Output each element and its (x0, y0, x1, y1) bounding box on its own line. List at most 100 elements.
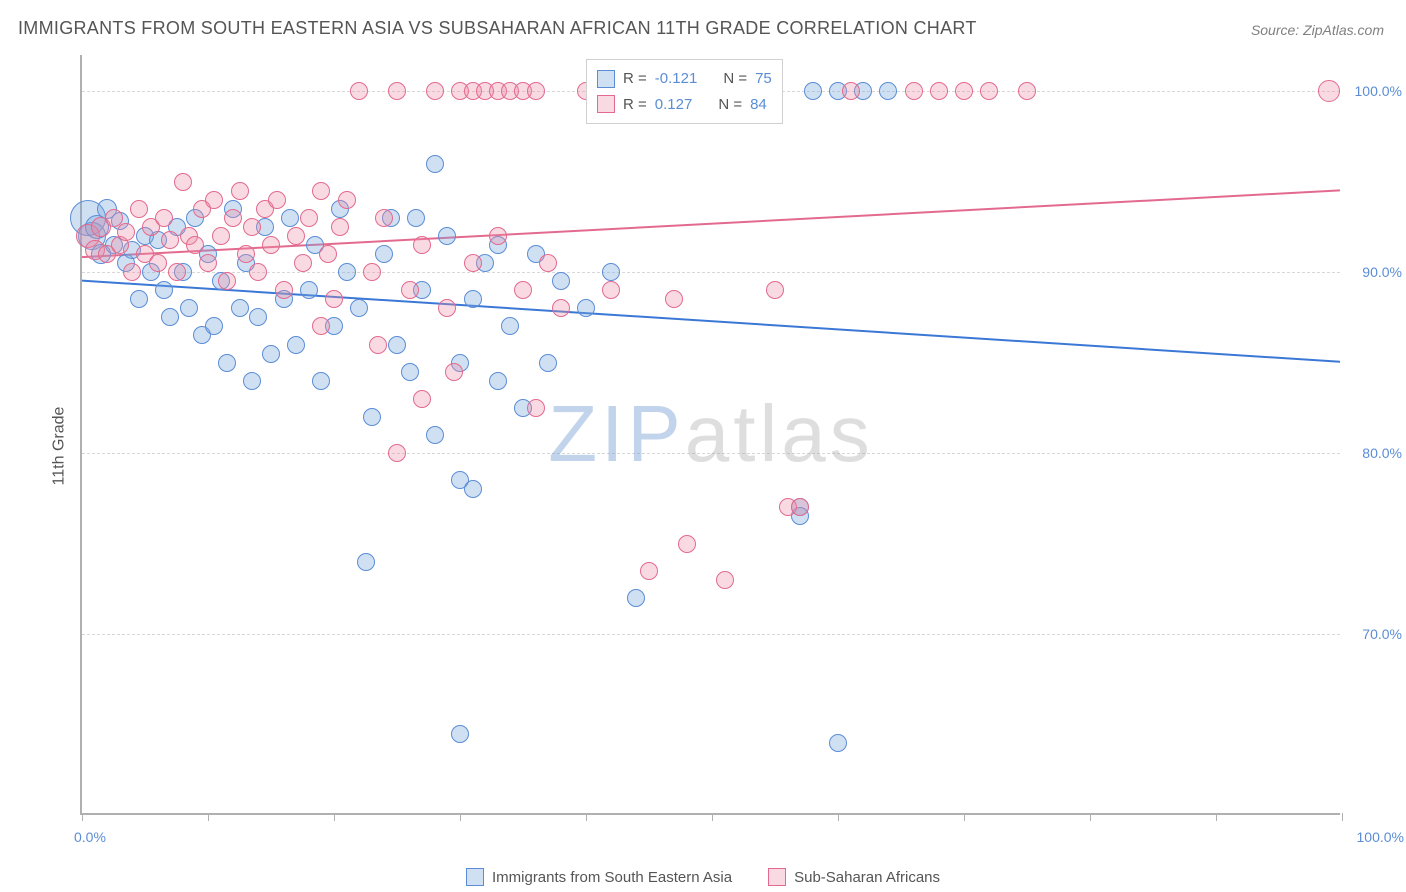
scatter-point-subsaharan (186, 236, 204, 254)
x-tick (460, 813, 461, 821)
n-value: 84 (750, 92, 767, 118)
n-value: 75 (755, 66, 772, 92)
scatter-point-se_asia (464, 290, 482, 308)
y-tick-label: 100.0% (1355, 83, 1402, 99)
scatter-point-se_asia (464, 480, 482, 498)
watermark-atlas: atlas (685, 389, 874, 478)
scatter-point-subsaharan (514, 281, 532, 299)
scatter-point-subsaharan (161, 231, 179, 249)
x-tick (586, 813, 587, 821)
scatter-point-se_asia (451, 725, 469, 743)
source-label: Source: ZipAtlas.com (1251, 22, 1384, 38)
x-tick (1216, 813, 1217, 821)
scatter-point-subsaharan (212, 227, 230, 245)
scatter-point-subsaharan (350, 82, 368, 100)
scatter-point-subsaharan (980, 82, 998, 100)
scatter-point-subsaharan (640, 562, 658, 580)
scatter-point-subsaharan (312, 317, 330, 335)
scatter-point-subsaharan (218, 272, 236, 290)
scatter-point-se_asia (281, 209, 299, 227)
scatter-point-se_asia (879, 82, 897, 100)
scatter-plot-area: ZIPatlas R =-0.121N =75R =0.127N =84 70.… (80, 55, 1340, 815)
scatter-point-subsaharan (464, 254, 482, 272)
scatter-point-subsaharan (678, 535, 696, 553)
scatter-point-subsaharan (489, 227, 507, 245)
scatter-point-se_asia (627, 589, 645, 607)
scatter-point-subsaharan (168, 263, 186, 281)
scatter-point-se_asia (243, 372, 261, 390)
scatter-point-subsaharan (438, 299, 456, 317)
scatter-point-subsaharan (199, 254, 217, 272)
scatter-point-se_asia (401, 363, 419, 381)
scatter-point-subsaharan (205, 191, 223, 209)
scatter-point-subsaharan (388, 82, 406, 100)
scatter-point-se_asia (804, 82, 822, 100)
scatter-point-se_asia (155, 281, 173, 299)
x-tick (208, 813, 209, 821)
scatter-point-subsaharan (319, 245, 337, 263)
chart-title: IMMIGRANTS FROM SOUTH EASTERN ASIA VS SU… (18, 18, 977, 39)
scatter-point-subsaharan (445, 363, 463, 381)
r-label: R = (623, 92, 647, 118)
scatter-point-se_asia (501, 317, 519, 335)
scatter-point-se_asia (287, 336, 305, 354)
gridline-h (82, 272, 1340, 273)
n-label: N = (718, 92, 742, 118)
legend-item: Immigrants from South Eastern Asia (466, 868, 732, 886)
x-tick (712, 813, 713, 821)
scatter-point-subsaharan (325, 290, 343, 308)
legend-item: Sub-Saharan Africans (768, 868, 940, 886)
stats-legend-box: R =-0.121N =75R =0.127N =84 (586, 59, 783, 124)
scatter-point-subsaharan (426, 82, 444, 100)
scatter-point-subsaharan (1318, 80, 1340, 102)
x-tick (1342, 813, 1343, 821)
y-tick-label: 70.0% (1362, 626, 1402, 642)
scatter-point-subsaharan (243, 218, 261, 236)
scatter-point-subsaharan (262, 236, 280, 254)
scatter-point-subsaharan (1018, 82, 1036, 100)
scatter-point-subsaharan (766, 281, 784, 299)
scatter-point-subsaharan (791, 498, 809, 516)
scatter-point-se_asia (338, 263, 356, 281)
scatter-point-se_asia (161, 308, 179, 326)
legend-swatch-icon (597, 70, 615, 88)
scatter-point-se_asia (300, 281, 318, 299)
stats-legend-row: R = -0.121 N = 75 (597, 66, 772, 92)
stats-legend-row: R = 0.127 N = 84 (597, 92, 772, 118)
y-tick-label: 80.0% (1362, 445, 1402, 461)
r-value: -0.121 (655, 66, 698, 92)
scatter-point-se_asia (388, 336, 406, 354)
scatter-point-subsaharan (268, 191, 286, 209)
y-tick-label: 90.0% (1362, 264, 1402, 280)
scatter-point-subsaharan (369, 336, 387, 354)
r-label: R = (623, 66, 647, 92)
scatter-point-subsaharan (375, 209, 393, 227)
scatter-point-subsaharan (130, 200, 148, 218)
gridline-h (82, 634, 1340, 635)
watermark: ZIPatlas (548, 388, 873, 480)
scatter-point-se_asia (829, 734, 847, 752)
scatter-point-subsaharan (155, 209, 173, 227)
x-tick (1090, 813, 1091, 821)
scatter-point-subsaharan (539, 254, 557, 272)
scatter-point-se_asia (407, 209, 425, 227)
scatter-point-se_asia (130, 290, 148, 308)
scatter-point-subsaharan (331, 218, 349, 236)
scatter-point-subsaharan (249, 263, 267, 281)
n-label: N = (723, 66, 747, 92)
x-min-label: 0.0% (74, 829, 106, 845)
scatter-point-se_asia (218, 354, 236, 372)
scatter-point-subsaharan (552, 299, 570, 317)
scatter-point-subsaharan (388, 444, 406, 462)
scatter-point-subsaharan (275, 281, 293, 299)
r-value: 0.127 (655, 92, 693, 118)
scatter-point-se_asia (205, 317, 223, 335)
scatter-point-se_asia (426, 155, 444, 173)
legend-swatch-icon (466, 868, 484, 886)
scatter-point-subsaharan (224, 209, 242, 227)
scatter-point-subsaharan (842, 82, 860, 100)
legend-swatch-icon (597, 95, 615, 113)
scatter-point-se_asia (249, 308, 267, 326)
scatter-point-subsaharan (527, 82, 545, 100)
scatter-point-subsaharan (237, 245, 255, 263)
